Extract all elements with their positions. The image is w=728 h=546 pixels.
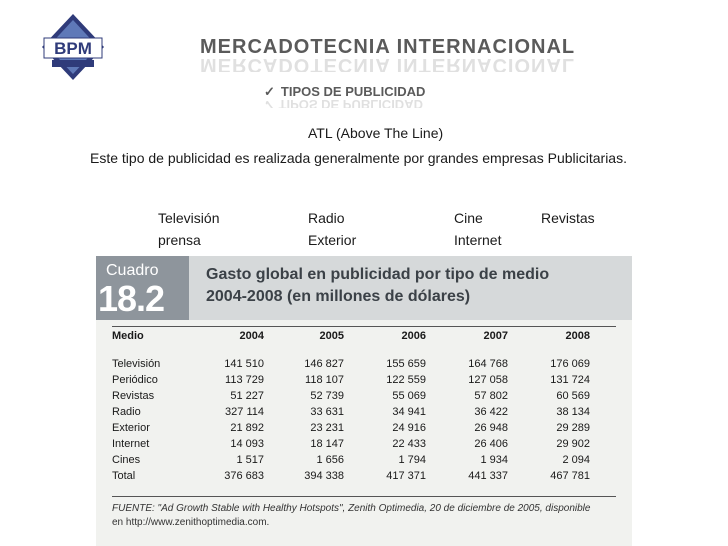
table-cell: 1 517 [236,454,264,466]
table-cell: 38 134 [556,406,590,418]
table-cell: 29 902 [556,438,590,450]
table-cell: 164 768 [468,358,508,370]
page-title-reflection: MERCADOTECNIA INTERNACIONAL [200,58,576,72]
media-item: Internet [454,232,502,248]
table-cell: 22 433 [392,438,426,450]
table-cell: 1 934 [480,454,508,466]
table-cell: 441 337 [468,470,508,482]
table-cell: 55 069 [392,390,426,402]
media-item: Televisión [158,210,220,226]
table-cell: 127 058 [468,374,508,386]
cuadro-number: 18.2 [98,278,165,319]
heading-band [189,256,632,320]
table-row: Televisión 141 510 146 827 155 659 164 768 17… [112,358,616,374]
page-title: MERCADOTECNIA INTERNACIONAL [200,36,576,58]
table-cell: 18 147 [310,438,344,450]
atl-heading: ATL (Above The Line) [308,125,444,141]
table-cell: 1 794 [398,454,426,466]
table-row: Periódico 113 729 118 107 122 559 127 058 131… [112,374,616,390]
table-cell: 26 406 [474,438,508,450]
row-label: Televisión [112,358,161,370]
table-cell: 36 422 [474,406,508,418]
source-note: FUENTE: "Ad Growth Stable with Healthy H… [112,502,632,530]
table-top-rule [112,326,616,327]
table-cell: 2 094 [562,454,590,466]
table-cell: 118 107 [305,374,344,386]
figure-heading-line2: 2004-2008 (en millones de dólares) [206,288,471,305]
row-label: Radio [112,406,141,418]
cuadro-label: Cuadro [106,262,159,279]
table-cell: 24 916 [392,422,426,434]
column-header: 2007 [483,330,508,342]
column-header: Medio [112,330,144,342]
media-item: Radio [308,210,345,226]
column-header: 2005 [319,330,344,342]
table-row: Cines 1 517 1 656 1 794 1 934 2 094 [112,454,616,470]
table-cell: 141 510 [224,358,264,370]
figure-heading-line1: Gasto global en publicidad por tipo de m… [206,266,550,283]
check-icon: ✓ [264,84,275,99]
table-cell: 57 802 [474,390,508,402]
table-cell: 1 656 [316,454,344,466]
subtitle-text: TIPOS DE PUBLICIDAD [280,84,426,99]
figure-heading: Gasto global en publicidad por tipo de m… [206,264,549,308]
table-cell: 176 069 [550,358,590,370]
media-item: prensa [158,232,201,248]
source-line2: en http://www.zenithoptimedia.com. [112,517,270,528]
table-cell: 21 892 [230,422,264,434]
row-label: Periódico [112,374,158,386]
row-label: Cines [112,454,141,466]
table-cell: 52 739 [310,390,344,402]
media-item: Cine [454,210,483,226]
table-cell: 155 659 [386,358,426,370]
table-cell: 122 559 [386,374,426,386]
table-cell: 23 231 [310,422,344,434]
table-cell: 14 093 [230,438,264,450]
table-row: Total 376 683 394 338 417 371 441 337 467 781 [112,470,616,486]
table-cell: 113 729 [225,374,264,386]
table-row: Internet 14 093 18 147 22 433 26 406 29 902 [112,438,616,454]
table-cell: 34 941 [392,406,426,418]
table-cell: 51 227 [230,390,264,402]
row-label: Revistas [112,390,155,402]
description-text: Este tipo de publicidad es realizada gen… [90,150,627,166]
column-header: 2008 [565,330,590,342]
table-cell: 467 781 [550,470,590,482]
table-cell: 33 631 [310,406,344,418]
column-header: 2004 [239,330,264,342]
table-cell: 60 569 [556,390,590,402]
row-label: Internet [112,438,150,450]
table-row: Revistas 51 227 52 739 55 069 57 802 60 569 [112,390,616,406]
table-cell: 327 114 [225,406,264,418]
table-cell: 131 724 [550,374,590,386]
section-subtitle: ✓ TIPOS DE PUBLICIDAD [264,84,425,100]
table-cell: 394 338 [304,470,344,482]
cuadro-box [96,256,189,320]
source-line1: FUENTE: "Ad Growth Stable with Healthy H… [112,503,591,514]
table-cell: 146 827 [304,358,344,370]
row-label: Exterior [112,422,150,434]
table-cell: 417 371 [386,470,426,482]
table-row: Exterior 21 892 23 231 24 916 26 948 29 289 [112,422,616,438]
table-cell: 26 948 [474,422,508,434]
table-cell: 376 683 [224,470,264,482]
row-label: Total [112,470,136,482]
table-bottom-rule [112,496,616,497]
subtitle-reflection: ✓ TIPOS DE PUBLICIDAD [264,100,423,108]
bpm-logo: BPM [42,14,104,80]
column-header: 2006 [401,330,426,342]
logo-text: BPM [54,39,92,58]
table-cell: 29 289 [556,422,590,434]
table-row: Radio 327 114 33 631 34 941 36 422 38 134 [112,406,616,422]
media-item: Revistas [541,210,595,226]
table-header-row: Medio 2004 2005 2006 2007 2008 [112,330,616,346]
media-item: Exterior [308,232,357,248]
